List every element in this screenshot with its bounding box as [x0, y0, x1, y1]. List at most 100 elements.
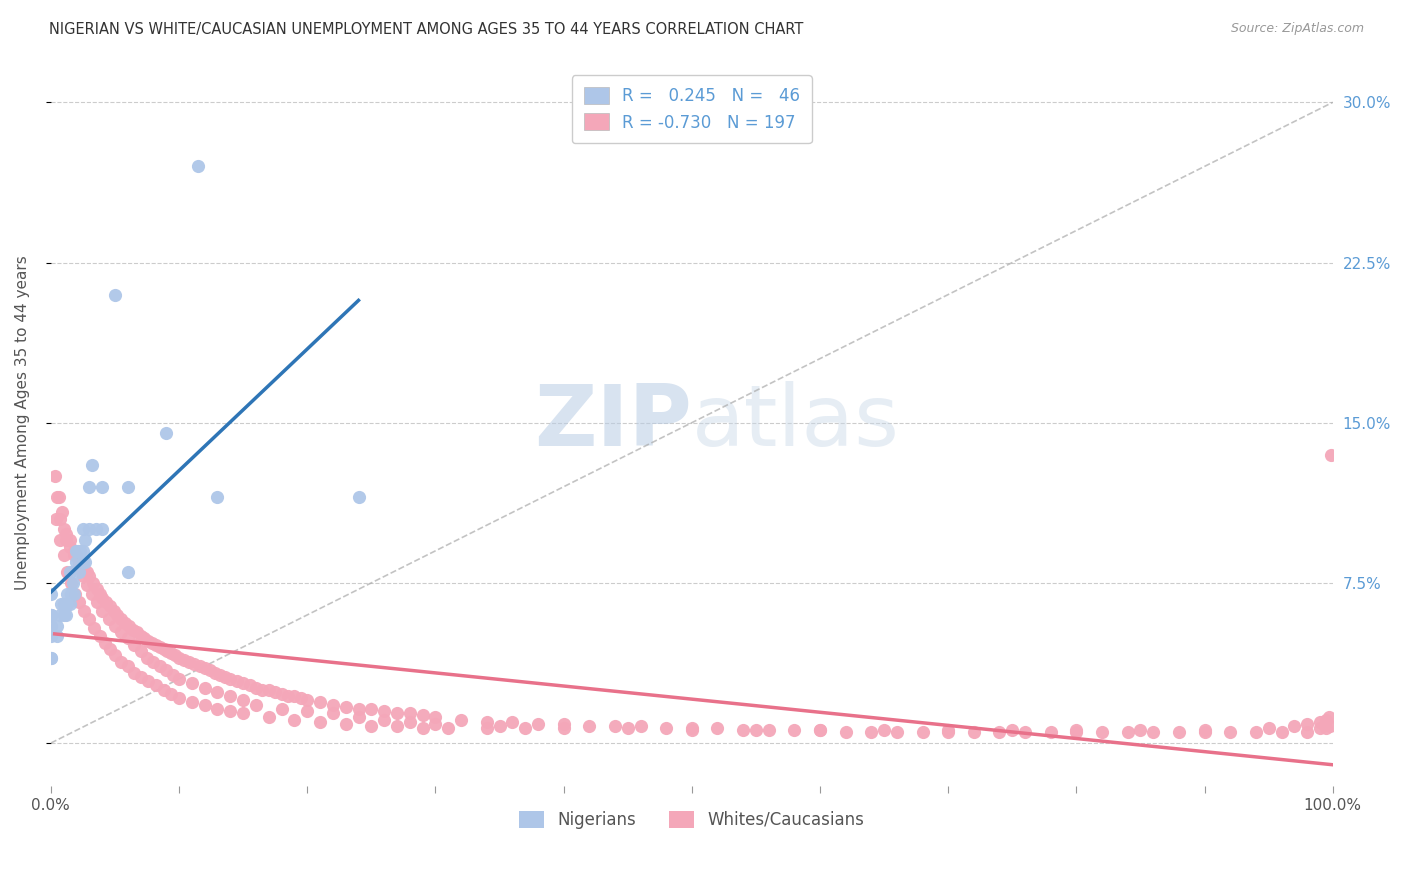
- Point: [117, 480, 139, 494]
- Point: [46, 618, 69, 632]
- Point: [122, 665, 145, 680]
- Point: [142, 655, 165, 669]
- Point: [48, 491, 70, 505]
- Point: [80, 586, 103, 600]
- Point: [75, 555, 97, 569]
- Point: [1284, 719, 1306, 733]
- Y-axis label: Unemployment Among Ages 35 to 44 years: Unemployment Among Ages 35 to 44 years: [15, 255, 30, 591]
- Point: [86, 595, 108, 609]
- Point: [110, 612, 132, 626]
- Point: [152, 682, 174, 697]
- Point: [1309, 721, 1331, 735]
- Point: [39, 650, 62, 665]
- Point: [873, 723, 896, 738]
- Point: [76, 565, 98, 579]
- Point: [963, 725, 986, 739]
- Point: [89, 586, 111, 600]
- Point: [52, 523, 75, 537]
- Point: [616, 721, 638, 735]
- Point: [219, 704, 242, 718]
- Point: [83, 621, 105, 635]
- Point: [988, 725, 1011, 739]
- Point: [578, 719, 600, 733]
- Point: [136, 674, 159, 689]
- Point: [1116, 725, 1139, 739]
- Point: [39, 629, 62, 643]
- Point: [232, 693, 254, 707]
- Point: [110, 625, 132, 640]
- Point: [141, 635, 163, 649]
- Point: [373, 713, 395, 727]
- Point: [360, 702, 382, 716]
- Point: [45, 512, 67, 526]
- Point: [1066, 725, 1088, 739]
- Point: [63, 586, 86, 600]
- Point: [136, 633, 159, 648]
- Text: atlas: atlas: [692, 381, 900, 464]
- Point: [66, 561, 89, 575]
- Point: [84, 523, 107, 537]
- Point: [733, 723, 755, 738]
- Point: [117, 632, 139, 646]
- Point: [1296, 716, 1319, 731]
- Point: [152, 642, 174, 657]
- Legend: Nigerians, Whites/Caucasians: Nigerians, Whites/Caucasians: [512, 804, 872, 836]
- Point: [283, 713, 305, 727]
- Point: [55, 533, 77, 548]
- Point: [860, 725, 883, 739]
- Point: [911, 725, 934, 739]
- Point: [322, 706, 344, 721]
- Point: [834, 725, 856, 739]
- Point: [808, 723, 831, 738]
- Point: [264, 685, 287, 699]
- Point: [162, 667, 184, 681]
- Point: [44, 469, 66, 483]
- Point: [245, 698, 267, 712]
- Point: [360, 719, 382, 733]
- Point: [117, 565, 139, 579]
- Point: [91, 604, 114, 618]
- Point: [681, 723, 703, 738]
- Point: [297, 704, 319, 718]
- Point: [39, 586, 62, 600]
- Point: [134, 632, 156, 646]
- Point: [179, 655, 201, 669]
- Point: [1091, 725, 1114, 739]
- Point: [129, 670, 152, 684]
- Point: [125, 625, 148, 640]
- Point: [309, 714, 332, 729]
- Point: [60, 586, 83, 600]
- Point: [59, 565, 82, 579]
- Point: [1066, 723, 1088, 738]
- Point: [706, 721, 728, 735]
- Point: [39, 607, 62, 622]
- Point: [180, 696, 202, 710]
- Point: [55, 607, 77, 622]
- Point: [160, 646, 183, 660]
- Point: [52, 597, 75, 611]
- Point: [252, 682, 274, 697]
- Point: [1270, 725, 1292, 739]
- Point: [49, 533, 72, 548]
- Point: [603, 719, 626, 733]
- Point: [209, 667, 232, 681]
- Point: [167, 691, 190, 706]
- Point: [183, 657, 205, 671]
- Point: [1319, 719, 1341, 733]
- Point: [69, 544, 91, 558]
- Point: [67, 595, 90, 609]
- Point: [475, 721, 498, 735]
- Point: [117, 659, 139, 673]
- Point: [129, 644, 152, 658]
- Point: [1219, 725, 1241, 739]
- Point: [51, 505, 73, 519]
- Point: [527, 716, 550, 731]
- Point: [808, 723, 831, 738]
- Point: [1317, 710, 1340, 724]
- Point: [145, 638, 167, 652]
- Point: [39, 650, 62, 665]
- Point: [79, 523, 101, 537]
- Point: [155, 426, 177, 441]
- Point: [309, 696, 332, 710]
- Point: [1315, 721, 1337, 735]
